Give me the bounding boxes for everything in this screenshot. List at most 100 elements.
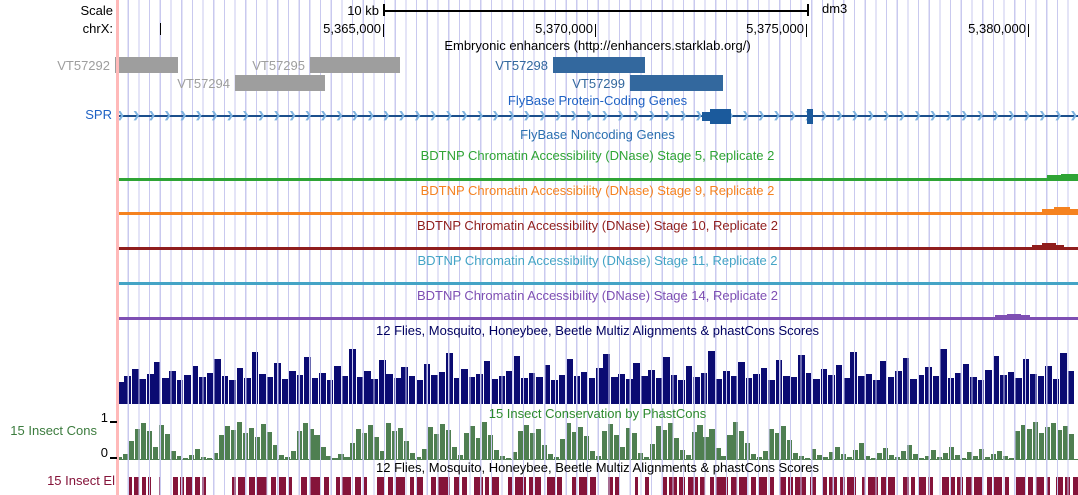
strand-arrow-icon: ❯ [632,110,641,120]
dnase-track-signal-3[interactable] [117,247,1078,250]
phastcons-left-label: 15 Insect Cons [10,423,97,438]
strand-arrow-icon: ❯ [820,110,828,120]
enhancer-bar-vt57292[interactable] [115,57,178,73]
insect-element-block[interactable] [1036,477,1044,495]
insect-element-block[interactable] [492,477,499,495]
insect-element-block[interactable] [688,477,698,495]
multiz-histogram[interactable] [117,346,1078,404]
gene-strand-arrows: ❯ ❯ ❯ ❯ ❯ ❯ ❯ ❯ ❯ ❯ ❯ ❯ ❯ ❯ ❯ ❯ ❯ ❯ ❯ ❯ ❯ ❯ ❯ ❯ ❯ ❯ ❯ ❯ ❯ ❯ ❯ ❯ ❯ ❯ ❯ ❯ ❯ ❯ ❯ ❯… [117,109,1078,123]
strand-arrow-icon: ❯ [601,110,609,120]
insect-element-block[interactable] [758,477,767,495]
insect-element-block[interactable] [1056,477,1063,495]
gene-exon[interactable] [702,111,710,121]
element-gap [467,477,474,495]
element-gap [423,477,431,495]
dnase-track-title-5: BDTNP Chromatin Accessibility (DNase) St… [416,288,779,303]
insect-element-block[interactable] [515,477,526,495]
dnase-signal-peak [1070,209,1078,214]
insect-element-block[interactable] [238,477,246,495]
strand-arrow-icon: ❯ [992,110,1000,120]
insect-element-block[interactable] [795,477,806,495]
dnase-signal-peak [1042,243,1056,249]
coordinate-label: 5,370,000 [535,21,593,36]
scale-bar-line [383,10,807,12]
scale-bar-left-tick [383,4,385,16]
strand-arrow-icon: ❯ [1007,110,1016,120]
strand-arrow-icon: ❯ [585,110,594,120]
insect-element-block[interactable] [716,477,728,495]
insect-element-block[interactable] [416,477,423,495]
strand-arrow-icon: ❯ [945,110,953,120]
insect-element-block[interactable] [438,477,450,495]
strand-arrow-icon: ❯ [1038,110,1047,120]
strand-arrow-icon: ❯ [273,110,281,120]
enhancer-bar-vt57294[interactable] [235,75,325,91]
strand-arrow-icon: ❯ [507,110,516,120]
insect-element-block[interactable] [669,477,677,495]
insect-element-block[interactable] [377,477,385,495]
coordinate-tick [595,24,597,37]
insect-elements-track-title: 12 Flies, Mosquito, Honeybee, Beetle Mul… [376,460,819,475]
dnase-track-signal-5[interactable] [117,317,1078,320]
insect-element-block[interactable] [342,477,351,495]
dnase-signal-peak [995,315,1007,319]
insect-element-block[interactable] [257,477,267,495]
insect-element-block[interactable] [829,477,837,495]
coordinate-label: 5,380,000 [968,21,1026,36]
strand-arrow-icon: ❯ [570,110,578,120]
insect-element-block[interactable] [868,477,878,495]
strand-arrow-icon: ❯ [492,110,500,120]
strand-arrow-icon: ❯ [679,110,688,120]
gene-exon[interactable] [710,108,731,124]
strand-arrow-icon: ❯ [523,110,531,120]
phastcons-histogram[interactable] [117,420,1078,459]
insect-element-block[interactable] [847,477,856,495]
element-gap [895,477,903,495]
strand-arrow-icon: ❯ [132,110,141,120]
dnase-track-title-2: BDTNP Chromatin Accessibility (DNase) St… [420,183,775,198]
chromosome-label: chrX: [82,21,113,36]
gene-exon[interactable] [807,108,813,124]
insect-element-block[interactable] [474,477,483,495]
strand-arrow-icon: ❯ [663,110,672,120]
enhancer-bar-vt57299[interactable] [630,75,723,91]
insect-element-block[interactable] [309,477,321,495]
enhancer-label: VT57295 [252,58,305,73]
axis-tick-bottom [110,457,117,459]
insect-element-block[interactable] [1073,477,1078,495]
strand-arrow-icon: ❯ [476,110,484,120]
insect-element-block[interactable] [739,477,747,495]
element-gap [499,477,508,495]
insect-element-block[interactable] [547,477,555,495]
strand-arrow-icon: ❯ [226,110,234,120]
coordinate-label: 5,365,000 [323,21,381,36]
strand-arrow-icon: ❯ [835,110,844,120]
scale-bar-right-tick [807,4,809,16]
multiz-track-title: 12 Flies, Mosquito, Honeybee, Beetle Mul… [376,323,819,338]
element-gap [151,477,159,495]
coordinate-tick [383,24,385,37]
element-gap [206,477,232,495]
strand-arrow-icon: ❯ [913,110,922,120]
insect-element-block[interactable] [1016,477,1026,495]
dnase-track-signal-2[interactable] [117,212,1078,215]
strand-arrow-icon: ❯ [163,110,172,120]
insect-element-block[interactable] [579,477,588,495]
dnase-track-signal-4[interactable] [117,282,1078,285]
insect-elements-blocks[interactable] [117,477,1078,495]
enhancer-bar-vt57298[interactable] [553,57,645,73]
insect-element-block[interactable] [974,477,983,495]
element-gap [933,477,942,495]
insect-element-block[interactable] [779,477,786,495]
enhancer-bar-vt57295[interactable] [310,57,400,73]
coding-genes-track-title: FlyBase Protein-Coding Genes [507,93,688,108]
insect-element-block[interactable] [994,477,1002,495]
strand-arrow-icon: ❯ [335,110,344,120]
dnase-track-signal-1[interactable] [117,178,1078,181]
insect-element-block[interactable] [888,477,895,495]
insect-element-block[interactable] [942,477,949,495]
insect-element-block[interactable] [395,477,405,495]
insect-element-block[interactable] [918,477,926,495]
insect-element-block[interactable] [279,477,286,495]
scale-bar-size-label: 10 kb [347,3,379,18]
